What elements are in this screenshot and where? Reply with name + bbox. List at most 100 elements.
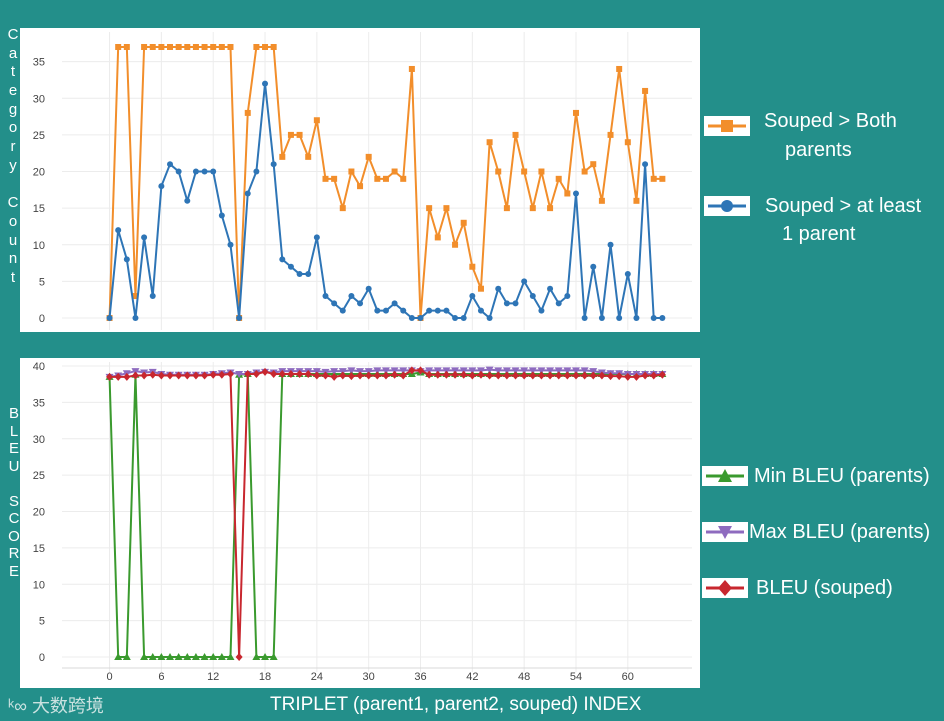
bottom-point-1 <box>528 367 537 375</box>
top-point-1 <box>598 315 605 321</box>
bottom-point-1 <box>571 367 580 375</box>
bottom-point-2 <box>192 371 200 380</box>
legend-label-souped-both-line2: parents <box>785 139 852 161</box>
bottom-point-2 <box>330 372 338 381</box>
bottom-point-0 <box>217 653 226 660</box>
bottom-point-2 <box>201 371 209 380</box>
bottom-point-2 <box>304 370 312 379</box>
bottom-point-2 <box>494 371 502 380</box>
top-point-1 <box>227 241 234 248</box>
bottom-point-1 <box>373 367 382 375</box>
top-point-1 <box>374 307 381 314</box>
bottom-point-2 <box>546 371 554 380</box>
top-point-0 <box>313 117 320 124</box>
top-point-1 <box>572 190 579 197</box>
top-point-1 <box>106 315 113 321</box>
legend-swatch-max-bleu <box>702 522 748 542</box>
top-y-axis-label-char: t <box>10 268 16 286</box>
top-point-0 <box>624 139 631 146</box>
top-point-1 <box>141 234 148 241</box>
bottom-y-axis-label-char: S <box>8 492 19 510</box>
bottom-point-2 <box>624 372 632 381</box>
top-y-axis-label-char: C <box>7 194 19 212</box>
bottom-point-2 <box>650 371 658 380</box>
bottom-point-2 <box>382 371 390 380</box>
bottom-point-0 <box>157 653 166 660</box>
top-point-1 <box>460 315 467 321</box>
bottom-y-axis-label-char: O <box>8 527 20 545</box>
bottom-point-1 <box>554 367 563 375</box>
category-count-chart-panel: 0 5 10 15 20 25 30 35 <box>20 28 700 332</box>
top-y-tick-label: 25 <box>33 130 45 142</box>
bottom-y-axis-label-char: E <box>8 440 19 457</box>
bottom-y-tick-label: 20 <box>33 507 45 519</box>
top-point-1 <box>616 315 623 321</box>
bottom-point-2 <box>632 372 640 381</box>
top-point-1 <box>339 307 346 314</box>
bottom-x-tick-label: 60 <box>622 671 634 683</box>
bottom-point-2 <box>537 371 545 380</box>
top-point-0 <box>149 44 156 50</box>
top-point-0 <box>598 197 605 204</box>
top-point-1 <box>538 307 545 314</box>
top-point-1 <box>426 307 433 314</box>
top-point-0 <box>357 183 364 190</box>
bottom-y-tick-label: 35 <box>33 397 45 409</box>
bottom-y-tick-label: 5 <box>39 616 45 628</box>
bottom-point-1 <box>520 367 529 375</box>
legend-swatch-bleu-souped <box>702 578 748 598</box>
top-point-1 <box>158 183 165 190</box>
bottom-y-axis-label-char: U <box>8 457 20 475</box>
bottom-point-2 <box>140 371 148 380</box>
bottom-point-2 <box>356 371 364 380</box>
top-point-1 <box>262 80 269 87</box>
bottom-point-0 <box>269 653 278 660</box>
top-point-0 <box>382 175 389 182</box>
top-point-1 <box>253 168 260 175</box>
bottom-y-tick-label: 30 <box>33 434 45 446</box>
bottom-point-0 <box>226 653 235 660</box>
top-point-1 <box>564 293 571 300</box>
top-point-0 <box>659 175 666 182</box>
top-point-0 <box>115 44 122 50</box>
bottom-point-2 <box>442 370 450 379</box>
top-point-1 <box>650 315 657 321</box>
top-point-0 <box>305 153 312 160</box>
top-point-0 <box>443 205 450 212</box>
top-point-1 <box>313 234 320 241</box>
bottom-y-tick-label: 25 <box>33 470 45 482</box>
bottom-point-1 <box>468 367 477 375</box>
top-point-0 <box>339 205 346 212</box>
top-y-axis-label-char: e <box>8 82 18 100</box>
bottom-x-tick-label: 12 <box>207 671 219 683</box>
top-point-1 <box>400 307 407 314</box>
bottom-point-2 <box>166 371 174 380</box>
category-count-chart: 0 5 10 15 20 25 30 35 <box>33 32 692 330</box>
top-point-0 <box>503 205 510 212</box>
bottom-series-line-2 <box>109 369 663 658</box>
top-point-0 <box>581 168 588 175</box>
top-point-0 <box>590 161 597 168</box>
top-point-0 <box>201 44 208 50</box>
bottom-point-0 <box>148 653 157 660</box>
top-point-1 <box>633 315 640 321</box>
top-point-0 <box>495 168 502 175</box>
top-y-tick-label: 0 <box>39 313 45 325</box>
bottom-point-2 <box>313 371 321 380</box>
bottom-x-tick-label: 36 <box>414 671 426 683</box>
bottom-point-2 <box>477 370 485 379</box>
top-point-0 <box>521 168 528 175</box>
top-point-1 <box>175 168 182 175</box>
top-point-1 <box>115 227 122 234</box>
legend-swatch-souped-one <box>704 196 750 216</box>
top-point-1 <box>642 161 649 168</box>
top-point-0 <box>426 205 433 212</box>
top-point-0 <box>262 44 269 50</box>
top-point-1 <box>244 190 251 197</box>
bottom-point-2 <box>244 370 252 379</box>
top-point-0 <box>460 219 467 226</box>
top-point-1 <box>521 278 528 285</box>
bottom-point-2 <box>607 372 615 381</box>
